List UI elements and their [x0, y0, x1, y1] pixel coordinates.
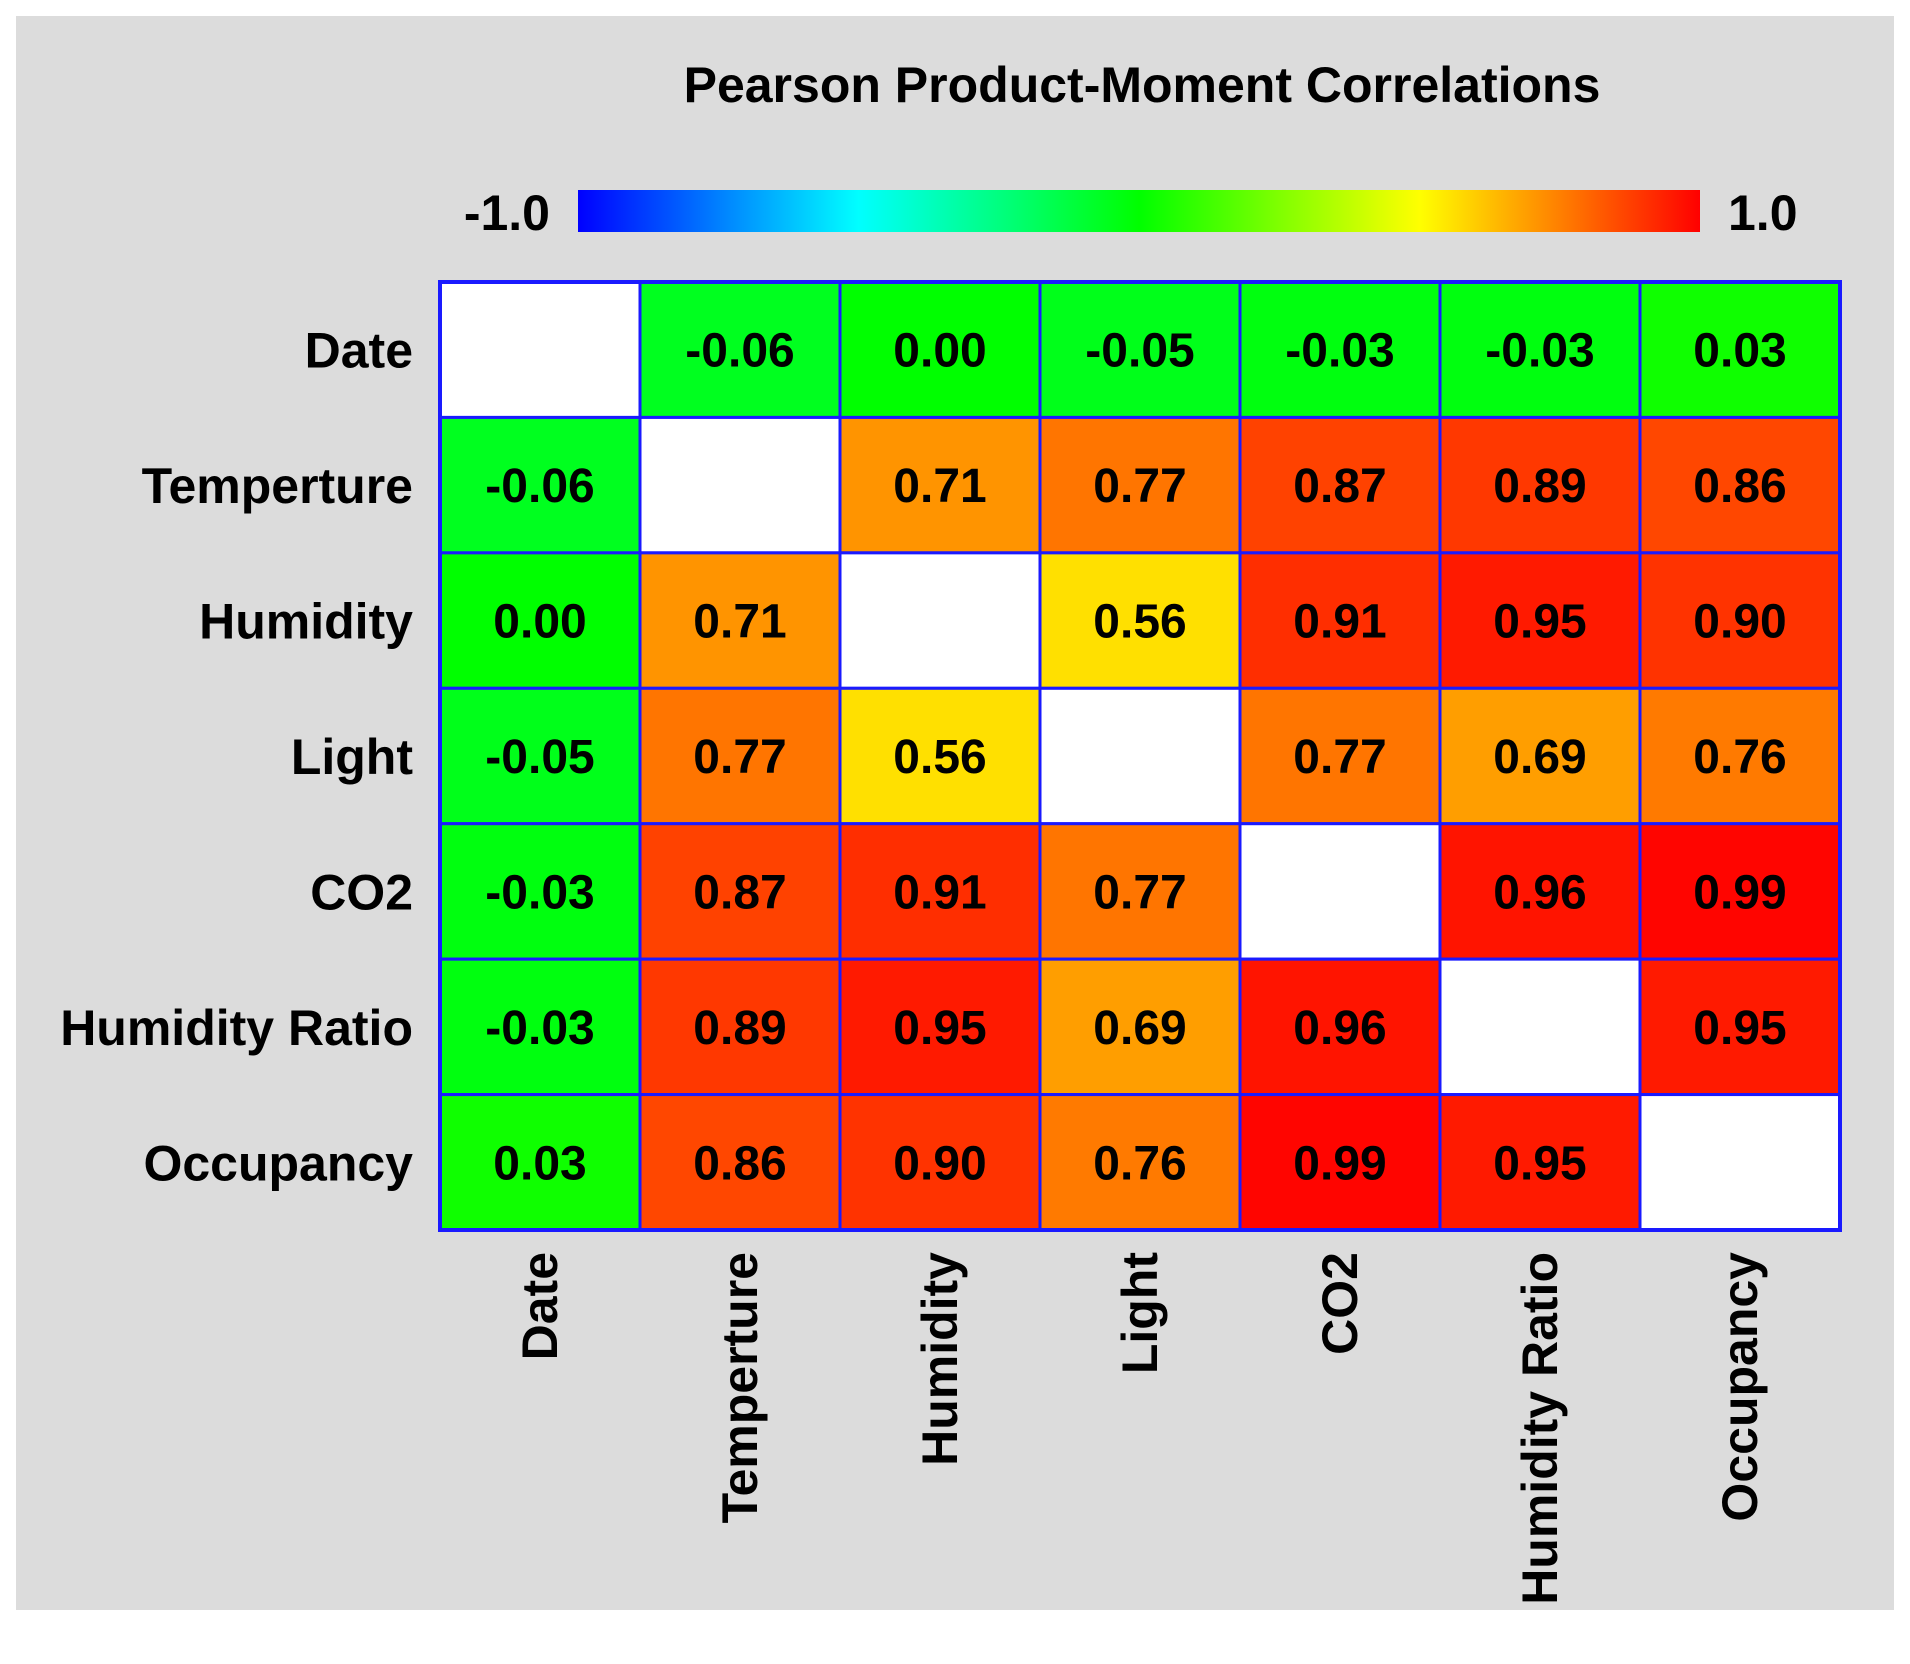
- heatmap-cell-value: 0.99: [1693, 866, 1786, 919]
- heatmap-value-labels: -0.06 0.00 -0.05 -0.03 -0.03 0.03 -0.06 0.71 0.7…: [485, 325, 1786, 1191]
- heatmap-cell: [1238, 686, 1442, 826]
- heatmap-cell-diagonal: [1438, 957, 1642, 1097]
- heatmap-cell-value: 0.91: [893, 866, 986, 919]
- heatmap-cell-value: 0.71: [893, 460, 986, 513]
- heatmap-cell: [438, 822, 642, 961]
- heatmap-cell-value: -0.03: [485, 1002, 594, 1055]
- heatmap-border: [438, 280, 1842, 1232]
- heatmap-cell: [1038, 280, 1242, 419]
- heatmap-cell: [1638, 551, 1842, 690]
- heatmap-cell: [438, 957, 642, 1097]
- heatmap-cell-diagonal: [1238, 822, 1442, 961]
- heatmap-cell-value: 0.96: [1493, 866, 1586, 919]
- heatmap-cell-value: 0.89: [1493, 460, 1586, 513]
- chart-title: Pearson Product-Moment Correlations: [684, 57, 1601, 113]
- heatmap-cell-diagonal: [838, 551, 1042, 690]
- heatmap-cell-value: 0.90: [893, 1137, 986, 1190]
- column-label: Humidity: [912, 1252, 968, 1466]
- heatmap-cell-value: 0.95: [893, 1002, 986, 1055]
- row-label: Occupancy: [143, 1135, 413, 1191]
- heatmap-cell-value: 0.87: [693, 866, 786, 919]
- heatmap-cells: [438, 280, 1842, 1232]
- heatmap-cell: [638, 1093, 842, 1232]
- heatmap-cell: [838, 686, 1042, 826]
- heatmap-cell: [838, 1093, 1042, 1232]
- heatmap-cell: [1238, 1093, 1442, 1232]
- column-label: Light: [1112, 1252, 1168, 1375]
- heatmap-cell: [1238, 415, 1442, 555]
- row-labels: Date Temperture Humidity Light CO2 Humidity R…: [60, 323, 413, 1192]
- heatmap-cell-value: -0.05: [485, 731, 594, 784]
- colorbar: [578, 190, 1700, 232]
- row-label: Humidity Ratio: [60, 1000, 413, 1056]
- heatmap-cell: [1038, 415, 1242, 555]
- row-label: Light: [291, 729, 414, 785]
- heatmap-cell-value: 0.77: [1093, 866, 1186, 919]
- heatmap-cell: [1438, 822, 1642, 961]
- heatmap-cell-value: 0.86: [1693, 460, 1786, 513]
- heatmap-cell: [1038, 551, 1242, 690]
- heatmap-cell: [1238, 551, 1442, 690]
- heatmap-cell-value: 0.77: [1293, 731, 1386, 784]
- heatmap-cell-value: 0.77: [693, 731, 786, 784]
- heatmap-cell-value: 0.86: [693, 1137, 786, 1190]
- heatmap-cell-value: 0.03: [1693, 325, 1786, 378]
- column-label: Humidity Ratio: [1512, 1252, 1568, 1605]
- heatmap-cell-value: 0.76: [1093, 1137, 1186, 1190]
- heatmap-cell-value: -0.03: [1285, 325, 1394, 378]
- column-label: Occupancy: [1712, 1252, 1768, 1522]
- heatmap-cell-value: -0.03: [1485, 325, 1594, 378]
- heatmap-cell-value: 0.96: [1293, 1002, 1386, 1055]
- heatmap-cell-value: 0.91: [1293, 596, 1386, 649]
- heatmap-cell-value: 0.00: [493, 596, 586, 649]
- heatmap-cell-diagonal: [1038, 686, 1242, 826]
- heatmap-cell: [638, 280, 842, 419]
- colorbar-max-label: 1.0: [1728, 185, 1798, 241]
- colorbar-min-label: -1.0: [464, 185, 550, 241]
- heatmap-cell: [638, 822, 842, 961]
- heatmap-cell-value: -0.05: [1085, 325, 1194, 378]
- column-label: Temperture: [712, 1252, 768, 1523]
- heatmap-cell-value: 0.00: [893, 325, 986, 378]
- heatmap-cell: [1438, 686, 1642, 826]
- heatmap-cell-value: 0.95: [1693, 1002, 1786, 1055]
- heatmap-cell-value: 0.69: [1493, 731, 1586, 784]
- heatmap-cell-value: 0.90: [1693, 596, 1786, 649]
- heatmap-cell: [1438, 551, 1642, 690]
- heatmap-cell: [1638, 822, 1842, 961]
- heatmap-cell-value: -0.06: [485, 460, 594, 513]
- heatmap-cell-value: 0.87: [1293, 460, 1386, 513]
- heatmap-cell-diagonal: [1638, 1093, 1842, 1232]
- heatmap-cell-diagonal: [638, 415, 842, 555]
- column-labels: Date Temperture Humidity Light CO2 Humidity R…: [512, 1252, 1768, 1605]
- heatmap-cell: [638, 551, 842, 690]
- row-label: Date: [305, 323, 413, 379]
- heatmap-cell-value: 0.56: [893, 731, 986, 784]
- heatmap-cell: [1638, 686, 1842, 826]
- column-label: Date: [512, 1252, 568, 1360]
- heatmap-cell-value: 0.03: [493, 1137, 586, 1190]
- heatmap-cell-value: 0.71: [693, 596, 786, 649]
- heatmap-cell-value: 0.89: [693, 1002, 786, 1055]
- column-label: CO2: [1312, 1252, 1368, 1355]
- heatmap-cell-value: 0.69: [1093, 1002, 1186, 1055]
- heatmap-cell: [438, 551, 642, 690]
- heatmap-cell: [1638, 415, 1842, 555]
- row-label: CO2: [310, 864, 413, 920]
- heatmap-cell-value: 0.99: [1293, 1137, 1386, 1190]
- heatmap-cell-value: 0.95: [1493, 596, 1586, 649]
- heatmap-cell-value: -0.06: [685, 325, 794, 378]
- row-label: Temperture: [142, 458, 413, 514]
- heatmap-cell-value: -0.03: [485, 866, 594, 919]
- heatmap-cell-value: 0.56: [1093, 596, 1186, 649]
- heatmap-cell-value: 0.77: [1093, 460, 1186, 513]
- row-label: Humidity: [199, 594, 413, 650]
- heatmap-cell: [1238, 957, 1442, 1097]
- heatmap-cell-diagonal: [438, 280, 642, 419]
- heatmap-cell-value: 0.76: [1693, 731, 1786, 784]
- heatmap-cell: [838, 415, 1042, 555]
- heatmap-cell-value: 0.95: [1493, 1137, 1586, 1190]
